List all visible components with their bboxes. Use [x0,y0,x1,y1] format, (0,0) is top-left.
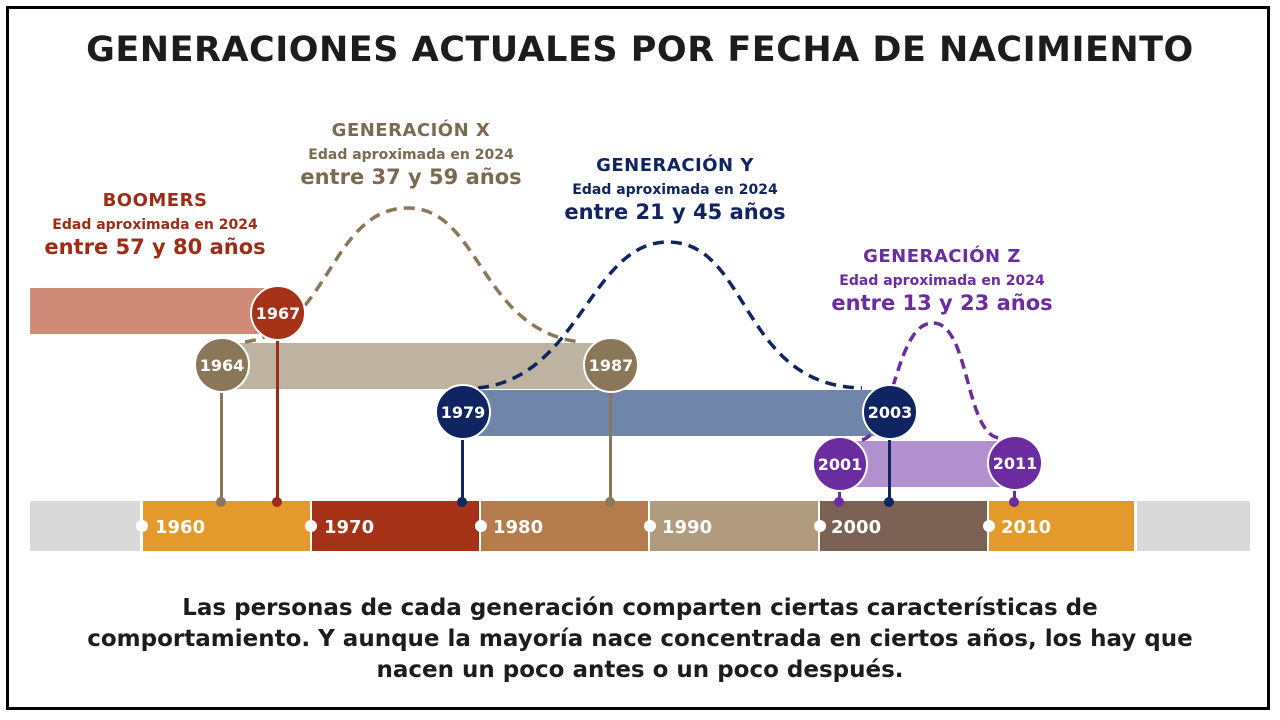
gen-y-name: GENERACIÓN Y [596,155,754,176]
page-title: GENERACIONES ACTUALES POR FECHA DE NACIM… [86,30,1194,70]
timeline-2000 [820,501,987,551]
gen-y-start-stem [461,440,464,502]
timeline-1970 [312,501,479,551]
timeline-pad-left [30,501,140,551]
gen-y-label: GENERACIÓN Y Edad aproximada en 2024 ent… [540,155,810,224]
timeline-1990 [650,501,818,551]
boomers-start-stem [276,340,279,502]
gen-x-range: entre 37 y 59 años [300,165,522,189]
gen-z-range: entre 13 y 23 años [831,291,1053,315]
boomers-label: BOOMERS Edad aproximada en 2024 entre 57… [20,190,290,259]
boomers-name: BOOMERS [102,190,208,211]
gen-x-end-year: 1987 [583,337,639,393]
decade-label: 2000 [831,517,882,538]
boomers-subtitle: Edad aproximada en 2024 [52,217,258,233]
gen-z-band [839,441,1014,487]
gen-y-end-stem [888,440,891,502]
tick-dot [644,520,656,532]
tick-dot [305,520,317,532]
gen-y-end-year: 2003 [862,384,918,440]
decade-label: 2010 [1001,517,1052,538]
boomers-band [30,288,278,334]
gen-z-start-stem [838,490,841,502]
gen-x-subtitle: Edad aproximada en 2024 [308,147,514,163]
tick-dot [136,520,148,532]
gen-z-subtitle: Edad aproximada en 2024 [839,273,1045,289]
gen-y-start-pin [457,497,467,507]
gen-x-label: GENERACIÓN X Edad aproximada en 2024 ent… [276,120,546,189]
gen-x-end-stem [609,390,612,502]
gen-y-range: entre 21 y 45 años [564,200,786,224]
timeline-pad-right [1137,501,1250,551]
timeline-1960 [143,501,310,551]
gen-z-label: GENERACIÓN Z Edad aproximada en 2024 ent… [807,246,1077,315]
gen-z-end-pin [1009,497,1019,507]
tick-dot [814,520,826,532]
boomers-range: entre 57 y 80 años [44,235,266,259]
tick-dot [983,520,995,532]
gen-z-end-year: 2011 [987,435,1043,491]
decade-label: 1990 [662,517,713,538]
gen-x-end-pin [605,497,615,507]
gen-y-subtitle: Edad aproximada en 2024 [572,182,778,198]
gen-z-name: GENERACIÓN Z [863,246,1021,267]
boomers-start-year: 1967 [250,285,306,341]
timeline-1980 [481,501,648,551]
gen-x-band [222,343,610,389]
gen-x-name: GENERACIÓN X [331,120,491,141]
gen-x-start-stem [220,390,223,502]
tick-dot [475,520,487,532]
boomers-start-pin [272,497,282,507]
gen-x-curve [244,206,581,344]
gen-z-start-year: 2001 [812,436,868,492]
gen-y-curve [477,240,863,390]
gen-y-end-pin [884,497,894,507]
gen-y-band [462,390,890,436]
timeline-2010 [989,501,1134,551]
gen-z-start-pin [834,497,844,507]
decade-label: 1970 [324,517,375,538]
decade-label: 1980 [493,517,544,538]
gen-x-start-year: 1964 [194,337,250,393]
gen-z-end-stem [1013,490,1016,502]
decade-label: 1960 [155,517,206,538]
footer-text: Las personas de cada generación comparte… [87,595,1193,683]
gen-x-start-pin [216,497,226,507]
gen-y-start-year: 1979 [435,384,491,440]
